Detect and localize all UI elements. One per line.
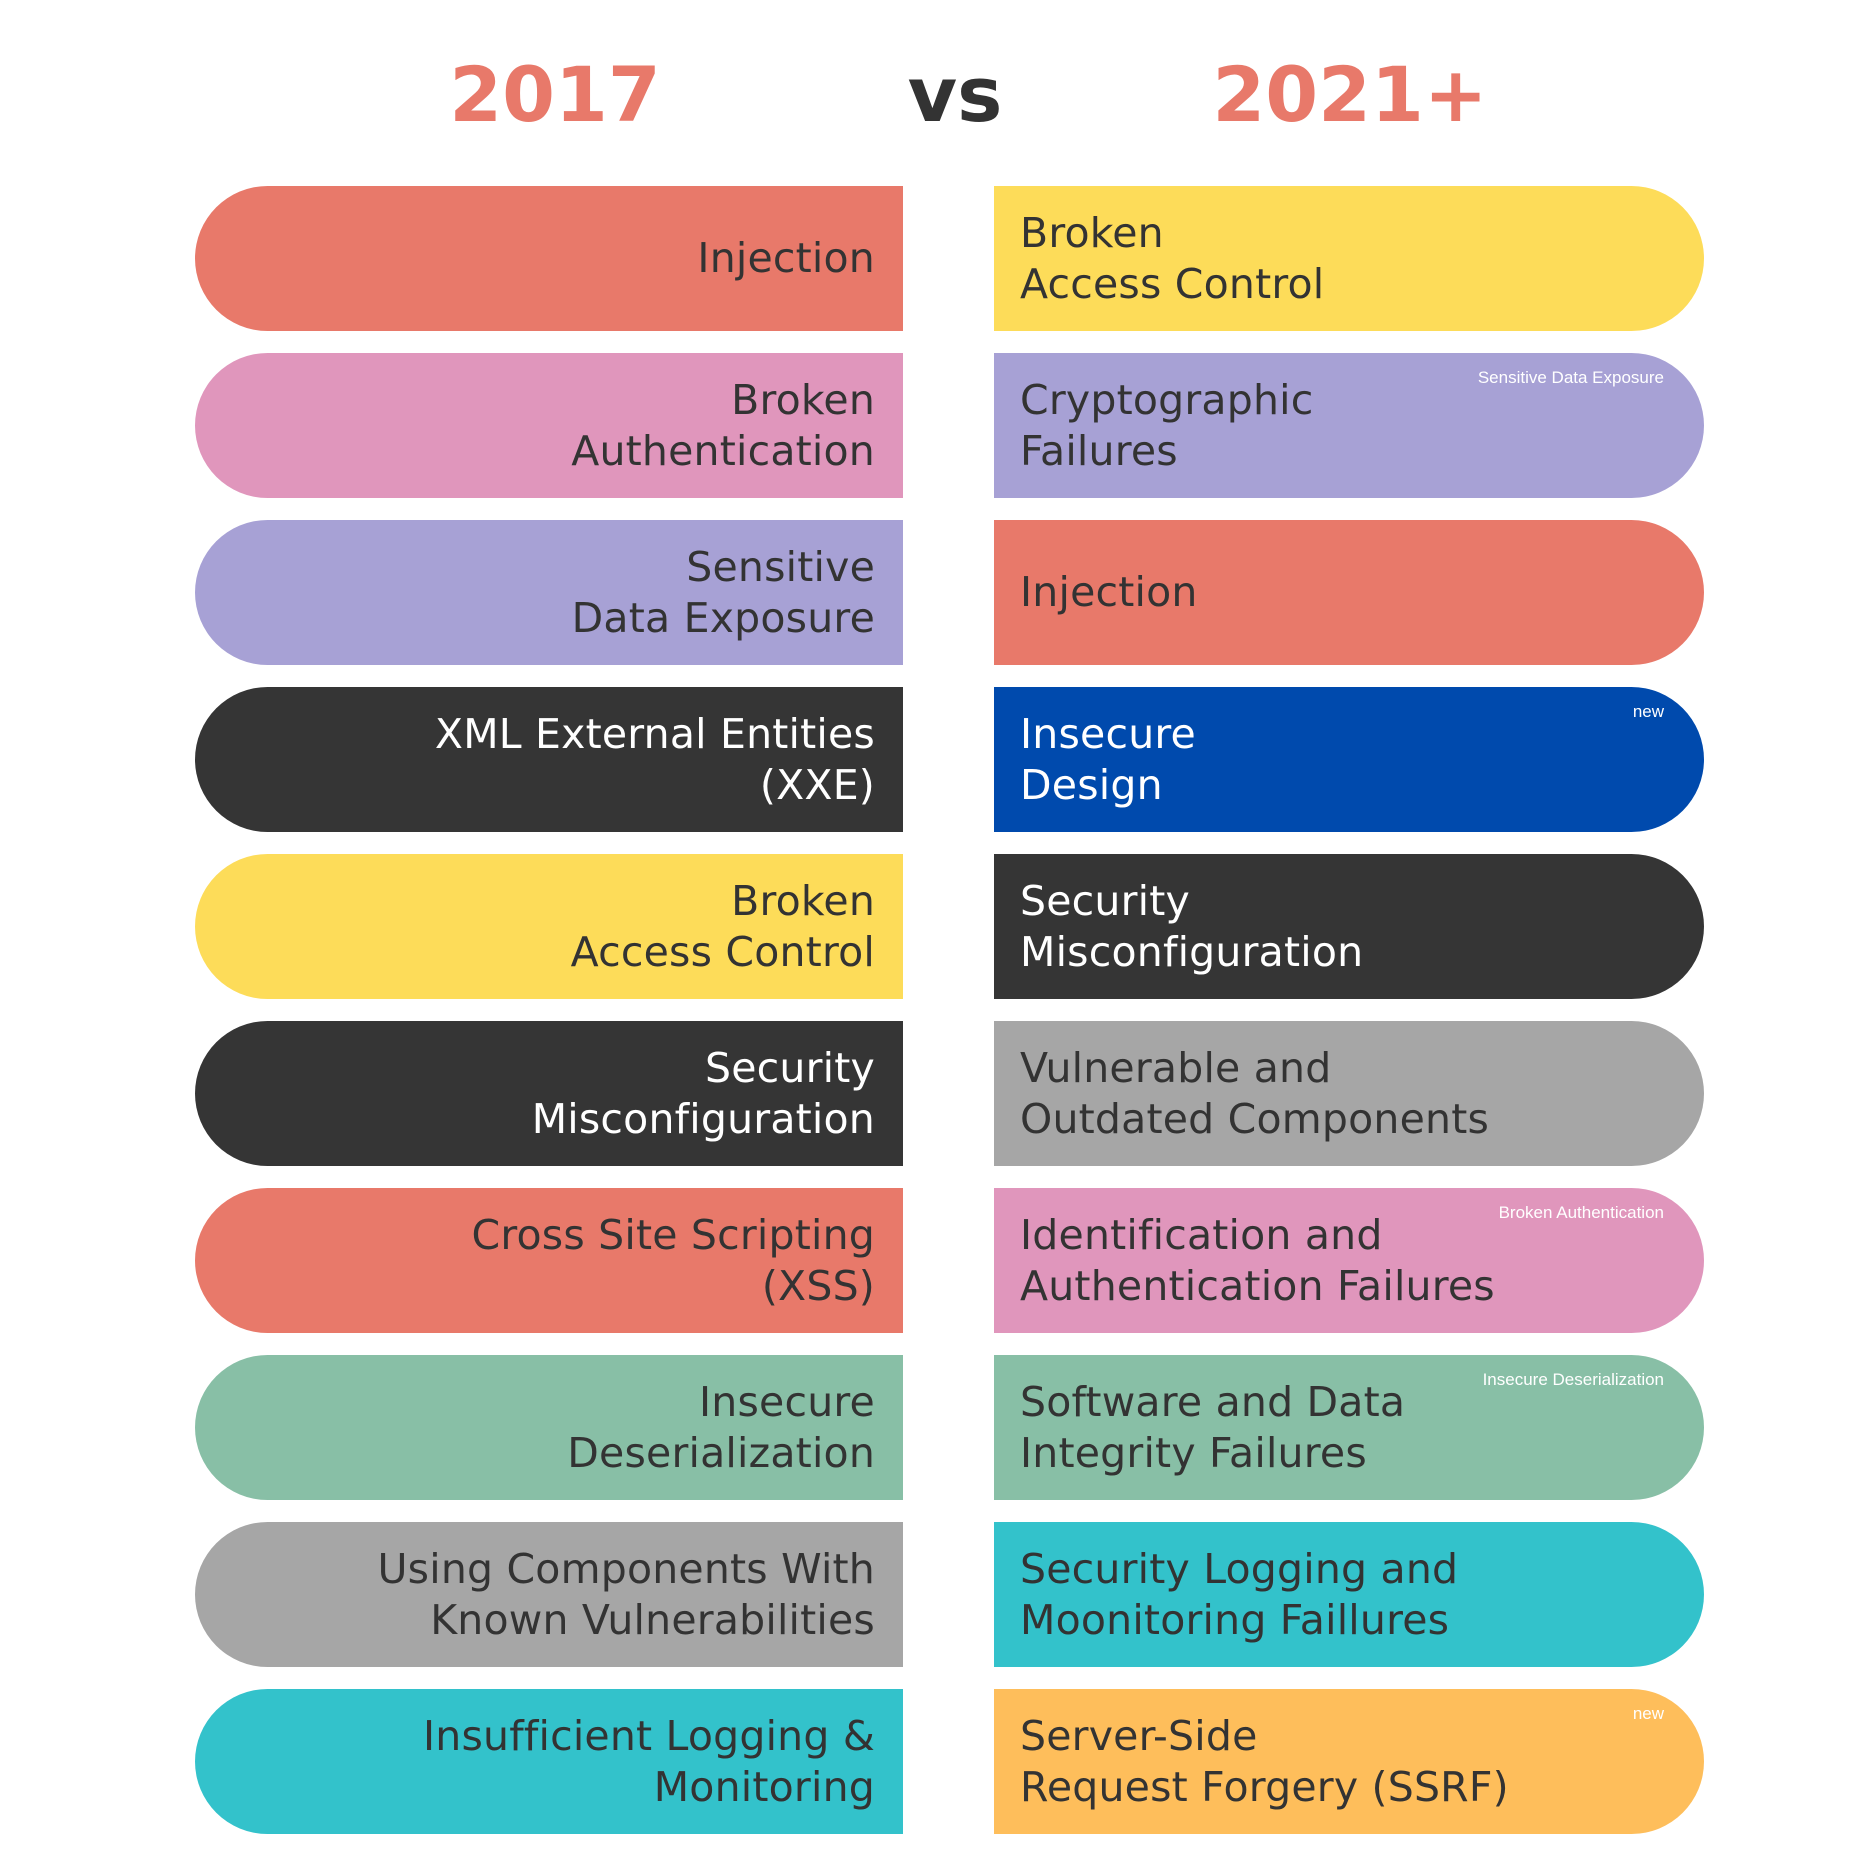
item-label: Server-Side Request Forgery (SSRF) <box>1020 1711 1509 1811</box>
item-label: Broken Access Control <box>570 876 875 976</box>
item-note: Broken Authentication <box>1498 1203 1664 1222</box>
item-label: Injection <box>1020 568 1198 616</box>
item-label: Insecure Deserialization <box>567 1377 875 1477</box>
item-2021-8: Software and Data Integrity Failures Inse… <box>994 1355 1704 1500</box>
item-label: Software and Data Integrity Failures <box>1020 1377 1406 1477</box>
item-2017-7: Cross Site Scripting (XSS) <box>195 1188 903 1333</box>
item-2017-3: Sensitive Data Exposure <box>195 520 903 665</box>
item-label: Broken Authentication <box>571 375 875 475</box>
item-2021-6: Vulnerable and Outdated Components <box>994 1021 1704 1166</box>
item-label: Sensitive Data Exposure <box>571 542 875 642</box>
item-label: Security Misconfiguration <box>531 1043 875 1143</box>
item-label: Security Logging and Moonitoring Faillur… <box>1020 1544 1459 1644</box>
item-label: Broken Access Control <box>1020 208 1325 308</box>
item-2017-5: Broken Access Control <box>195 854 903 999</box>
title-2017: 2017 <box>449 50 661 139</box>
item-2017-2: Broken Authentication <box>195 353 903 498</box>
item-2017-6: Security Misconfiguration <box>195 1021 903 1166</box>
title-vs: vs <box>907 50 1003 139</box>
item-2021-5: Security Misconfiguration <box>994 854 1704 999</box>
item-label: Security Misconfiguration <box>1020 876 1364 976</box>
item-2021-4: Insecure Design new <box>994 687 1704 832</box>
item-note: new <box>1632 702 1664 721</box>
item-label: Vulnerable and Outdated Components <box>1020 1043 1490 1143</box>
item-2021-7: Identification and Authentication Failur… <box>994 1188 1704 1333</box>
item-label: Cross Site Scripting (XSS) <box>471 1210 875 1310</box>
item-2017-8: Insecure Deserialization <box>195 1355 903 1500</box>
item-2021-9: Security Logging and Moonitoring Faillur… <box>994 1522 1704 1667</box>
item-2021-3: Injection <box>994 520 1704 665</box>
item-2017-4: XML External Entities (XXE) <box>195 687 903 832</box>
item-label: Identification and Authentication Failur… <box>1020 1210 1495 1310</box>
item-label: Cryptographic Failures <box>1020 375 1314 475</box>
item-2017-9: Using Components With Known Vulnerabilit… <box>195 1522 903 1667</box>
item-label: XML External Entities (XXE) <box>434 709 875 809</box>
item-2017-10: Insufficient Logging & Monitoring <box>195 1689 903 1834</box>
item-2021-2: Cryptographic Failures Sensitive Data Exp… <box>994 353 1704 498</box>
item-note: Insecure Deserialization <box>1482 1370 1664 1389</box>
item-2017-1: Injection <box>195 186 903 331</box>
item-2021-10: Server-Side Request Forgery (SSRF) new <box>994 1689 1704 1834</box>
item-label: Using Components With Known Vulnerabilit… <box>377 1544 875 1644</box>
item-label: Insecure Design <box>1020 709 1196 809</box>
item-label: Injection <box>697 234 875 282</box>
item-note: Sensitive Data Exposure <box>1477 368 1664 387</box>
item-label: Insufficient Logging & Monitoring <box>423 1711 875 1811</box>
title-2021: 2021+ <box>1212 50 1488 139</box>
item-note: new <box>1632 1704 1664 1723</box>
item-2021-1: Broken Access Control <box>994 186 1704 331</box>
